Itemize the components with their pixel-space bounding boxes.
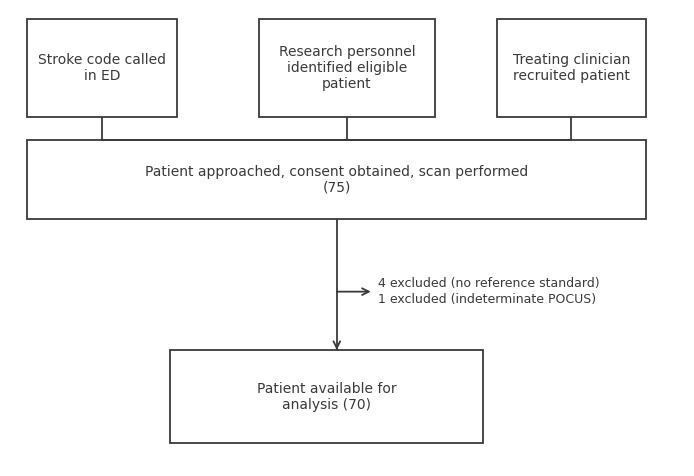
Text: Patient approached, consent obtained, scan performed
(75): Patient approached, consent obtained, sc… [145, 165, 528, 195]
FancyBboxPatch shape [27, 140, 646, 219]
Text: Research personnel
identified eligible
patient: Research personnel identified eligible p… [279, 45, 415, 91]
FancyBboxPatch shape [259, 19, 435, 117]
Text: 1 excluded (indeterminate POCUS): 1 excluded (indeterminate POCUS) [378, 293, 595, 307]
FancyBboxPatch shape [27, 19, 177, 117]
Text: Patient available for
analysis (70): Patient available for analysis (70) [257, 381, 396, 412]
Text: Stroke code called
in ED: Stroke code called in ED [38, 53, 166, 83]
Text: 4 excluded (no reference standard): 4 excluded (no reference standard) [378, 277, 599, 290]
FancyBboxPatch shape [170, 350, 483, 443]
Text: Treating clinician
recruited patient: Treating clinician recruited patient [513, 53, 630, 83]
FancyBboxPatch shape [497, 19, 646, 117]
